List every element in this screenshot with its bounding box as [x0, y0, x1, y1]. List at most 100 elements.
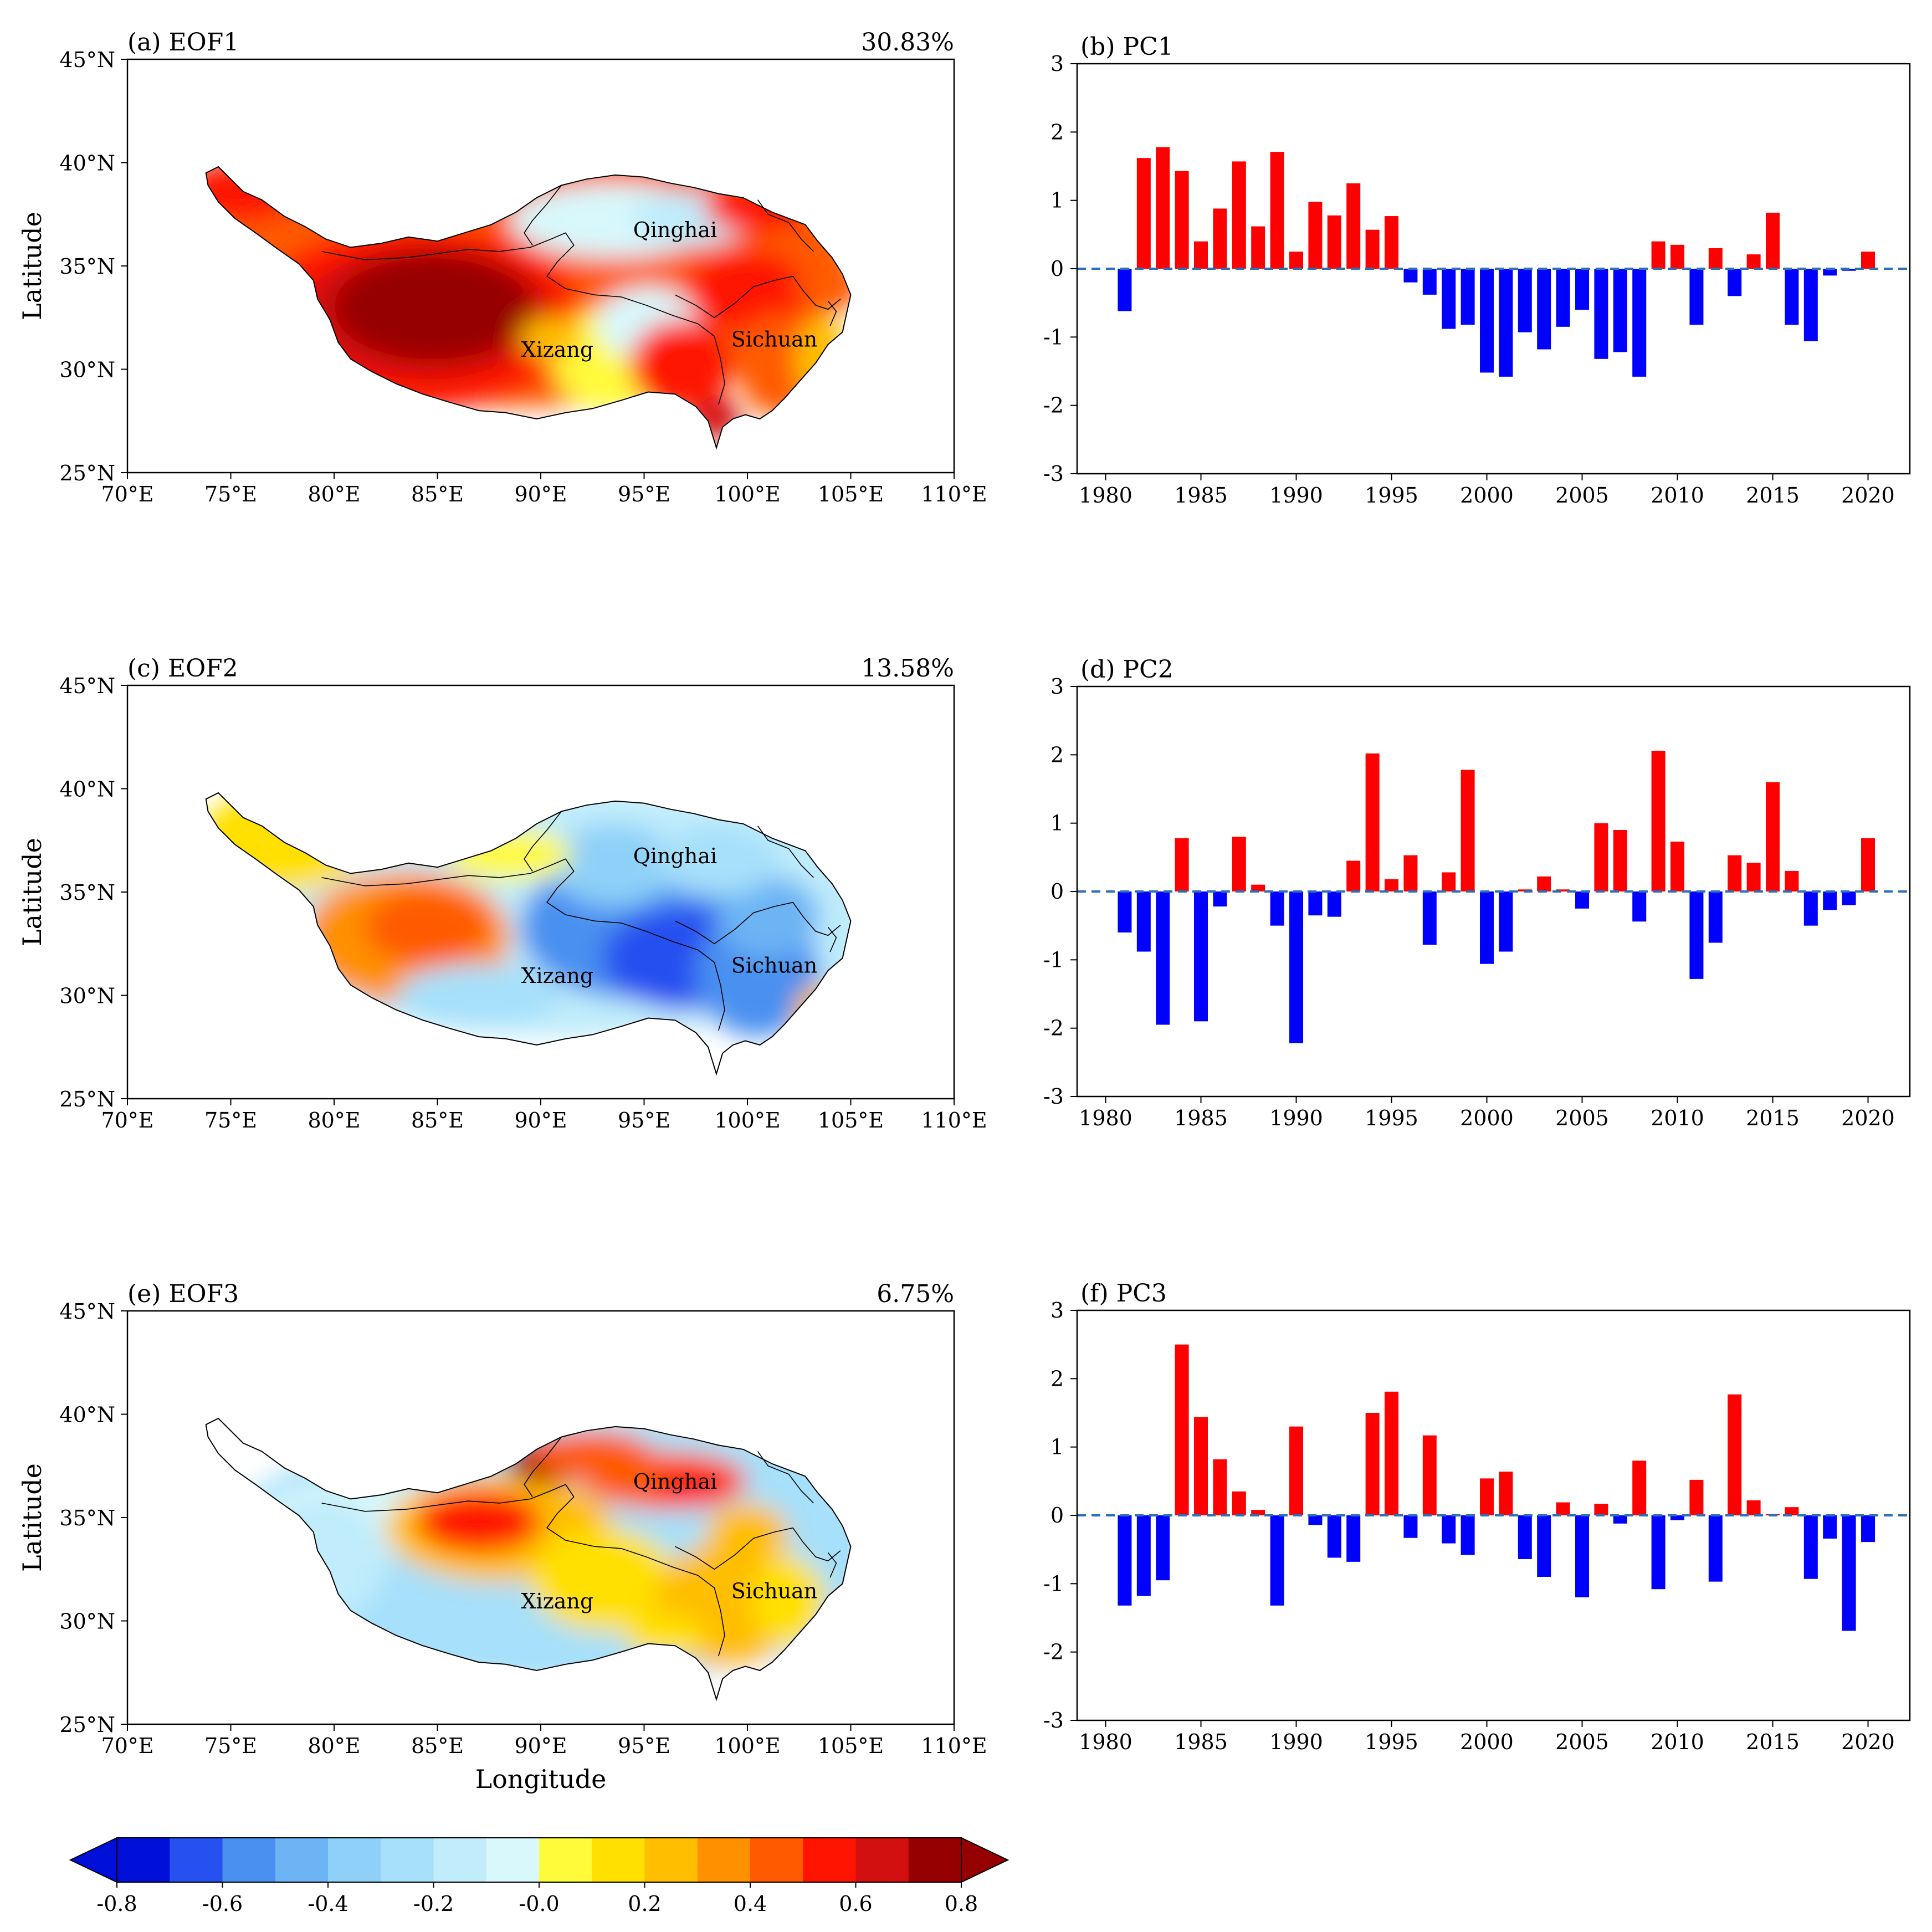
pc-bar-2001: [1499, 891, 1513, 952]
pc-bar-1987: [1232, 837, 1246, 891]
pc-bar-1991: [1308, 1515, 1323, 1525]
pc-panel-2: 3 2 1 0 -1 -2 -3 1980 1985 1990 1995 2000 2005 2010 20…: [1043, 655, 1911, 1130]
pc-bar-2008: [1632, 1460, 1647, 1515]
pc-bar-2015: [1766, 212, 1780, 269]
colorbar-swatch: [486, 1838, 540, 1882]
x-tick-label: 1995: [1365, 1730, 1418, 1754]
pc-bar-2004: [1556, 269, 1570, 327]
pc-bar-2016: [1785, 1507, 1799, 1515]
province-boundary: [675, 1527, 841, 1570]
pc-bar-1999: [1460, 269, 1475, 325]
pc-bar-1991: [1308, 891, 1323, 916]
pc-bar-2007: [1613, 830, 1627, 891]
lon-tick-label: 75°E: [204, 482, 257, 506]
pc-bar-2017: [1803, 891, 1818, 926]
region-label: Xizang: [521, 337, 593, 362]
region-label: Sichuan: [731, 327, 818, 351]
anomaly-patch: [799, 1509, 851, 1576]
lat-tick-label: 30°N: [59, 984, 115, 1008]
pc-bar-1986: [1213, 208, 1227, 269]
pc-bar-1986: [1213, 891, 1227, 907]
y-tick-label: -3: [1043, 1708, 1064, 1733]
x-tick-label: 2005: [1555, 1730, 1609, 1754]
pc-bar-1998: [1442, 1515, 1456, 1544]
province-boundary: [757, 1451, 814, 1504]
pc-bar-2012: [1708, 248, 1723, 269]
lat-tick-label: 45°N: [59, 674, 115, 698]
x-tick-label: 1985: [1174, 1106, 1228, 1130]
colorbar-swatch: [855, 1838, 909, 1882]
colorbar-swatch: [644, 1838, 698, 1882]
anomaly-patch: [206, 167, 304, 223]
colorbar-swatch: [908, 1838, 962, 1882]
y-tick-label: 1: [1050, 1435, 1064, 1459]
x-tick-label: 1985: [1174, 483, 1228, 508]
x-tick-label: 2000: [1460, 483, 1514, 508]
plateau-outline: [205, 792, 852, 1076]
pc-bar-2012: [1708, 891, 1723, 943]
pc-bar-1982: [1136, 1515, 1151, 1596]
colorbar-tick-label: -0.6: [202, 1892, 243, 1916]
pc-bar-2003: [1537, 269, 1551, 350]
anomaly-patch: [716, 875, 820, 959]
lat-tick-label: 25°N: [59, 1713, 115, 1737]
x-tick-label: 2005: [1555, 483, 1609, 508]
pc-bar-1995: [1385, 1391, 1399, 1515]
lon-tick-label: 85°E: [411, 1108, 464, 1132]
lat-tick-label: 40°N: [59, 151, 115, 176]
lon-tick-label: 105°E: [818, 1734, 884, 1758]
pc-bar-1994: [1365, 753, 1380, 891]
pc-bar-1987: [1232, 1491, 1246, 1515]
variance-explained: 30.83%: [861, 28, 954, 57]
pc-bar-2010: [1670, 1515, 1685, 1520]
y-tick-label: -3: [1043, 462, 1064, 486]
region-label: Qinghai: [633, 844, 717, 868]
eof-field: [220, 1418, 851, 1683]
province-boundary: [675, 275, 841, 319]
pc-bar-1995: [1385, 879, 1399, 891]
colorbar-swatch: [433, 1838, 487, 1882]
pc-bar-1994: [1365, 229, 1380, 269]
pc-bar-2004: [1556, 1502, 1570, 1515]
pc-bar-2020: [1861, 1515, 1875, 1542]
pc-bar-2016: [1785, 269, 1799, 325]
pc-bar-2015: [1766, 782, 1780, 891]
province-boundary: [524, 811, 562, 872]
x-tick-label: 2020: [1841, 1730, 1895, 1754]
lon-tick-label: 90°E: [514, 482, 567, 506]
lon-tick-label: 105°E: [818, 482, 884, 506]
y-tick-label: 2: [1050, 120, 1064, 144]
province-boundary: [524, 1437, 562, 1498]
pc-bar-1989: [1270, 152, 1284, 269]
lon-tick-label: 90°E: [514, 1108, 567, 1132]
y-tick-label: 1: [1050, 188, 1064, 213]
anomaly-patch: [623, 1615, 706, 1656]
pc-bar-1993: [1346, 860, 1361, 891]
anomaly-patch: [704, 183, 812, 233]
lon-tick-label: 100°E: [714, 482, 780, 506]
lat-tick-label: 35°N: [59, 1506, 115, 1530]
pc-bar-1988: [1251, 1510, 1265, 1515]
x-tick-label: 2010: [1651, 1106, 1704, 1130]
y-tick-label: 0: [1050, 1503, 1064, 1528]
pc-bar-2009: [1651, 750, 1665, 891]
lon-tick-label: 90°E: [514, 1734, 567, 1758]
province-boundary: [827, 1552, 837, 1578]
colorbar-tick-label: 0.6: [839, 1892, 872, 1916]
plateau-outline: [205, 1417, 852, 1702]
lon-tick-label: 80°E: [308, 482, 360, 506]
pc-bar-2020: [1861, 838, 1875, 891]
colorbar-swatch: [697, 1838, 751, 1882]
colorbar-swatch: [275, 1838, 329, 1882]
pc-bar-2018: [1823, 891, 1837, 910]
colorbar-tick-label: -0.8: [96, 1892, 137, 1916]
y-tick-label: -2: [1043, 1016, 1064, 1041]
y-tick-label: -2: [1043, 1640, 1064, 1664]
colorbar-swatch: [222, 1838, 276, 1882]
anomaly-patch: [629, 319, 733, 411]
province-boundary: [321, 1484, 725, 1657]
pc-bar-2004: [1556, 889, 1570, 891]
lon-tick-label: 95°E: [618, 1734, 670, 1758]
lat-tick-label: 40°N: [59, 777, 115, 802]
